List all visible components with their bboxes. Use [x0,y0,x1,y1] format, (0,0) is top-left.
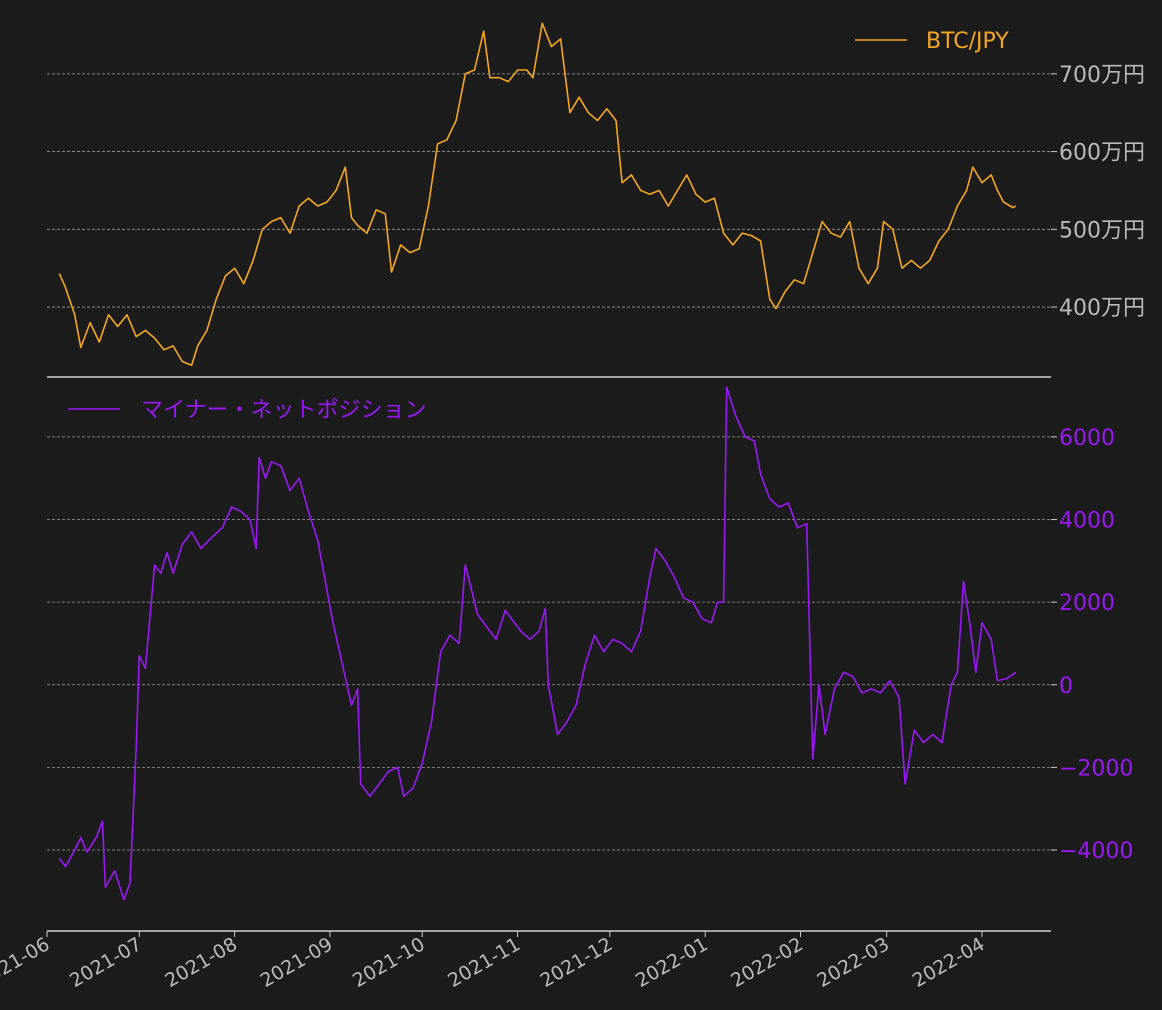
legend-label: BTC/JPY [926,29,1009,54]
y-tick-label: 700万円 [1059,63,1145,88]
x-tick-label: 2021-12 [537,933,617,992]
x-tick-label: 2021-08 [161,933,241,992]
y-tick-label: 2000 [1059,591,1115,616]
x-tick-label: 2022-01 [632,933,712,992]
x-tick-label: 2021-09 [257,933,337,992]
y-tick-label: 4000 [1059,509,1115,534]
series-line [58,22,1017,367]
legend-label: マイナー・ネットポジション [141,398,427,423]
y-tick-label: 0 [1059,674,1073,699]
x-tick-label: 2022-02 [727,933,807,992]
x-tick-label: 2021-06 [0,933,53,992]
y-tick-label: 500万円 [1059,218,1145,243]
x-tick-label: 2021-10 [349,933,429,992]
y-tick-label: 600万円 [1059,141,1145,166]
x-tick-label: 2022-04 [909,933,989,992]
x-tick-label: 2021-11 [444,933,524,992]
y-tick-label: 400万円 [1059,296,1145,321]
y-tick-label: −4000 [1059,839,1133,864]
y-tick-label: −2000 [1059,756,1133,781]
x-tick-label: 2022-03 [813,933,893,992]
y-tick-label: 6000 [1059,426,1115,451]
series-line [58,386,1017,901]
x-tick-label: 2021-07 [66,933,146,992]
